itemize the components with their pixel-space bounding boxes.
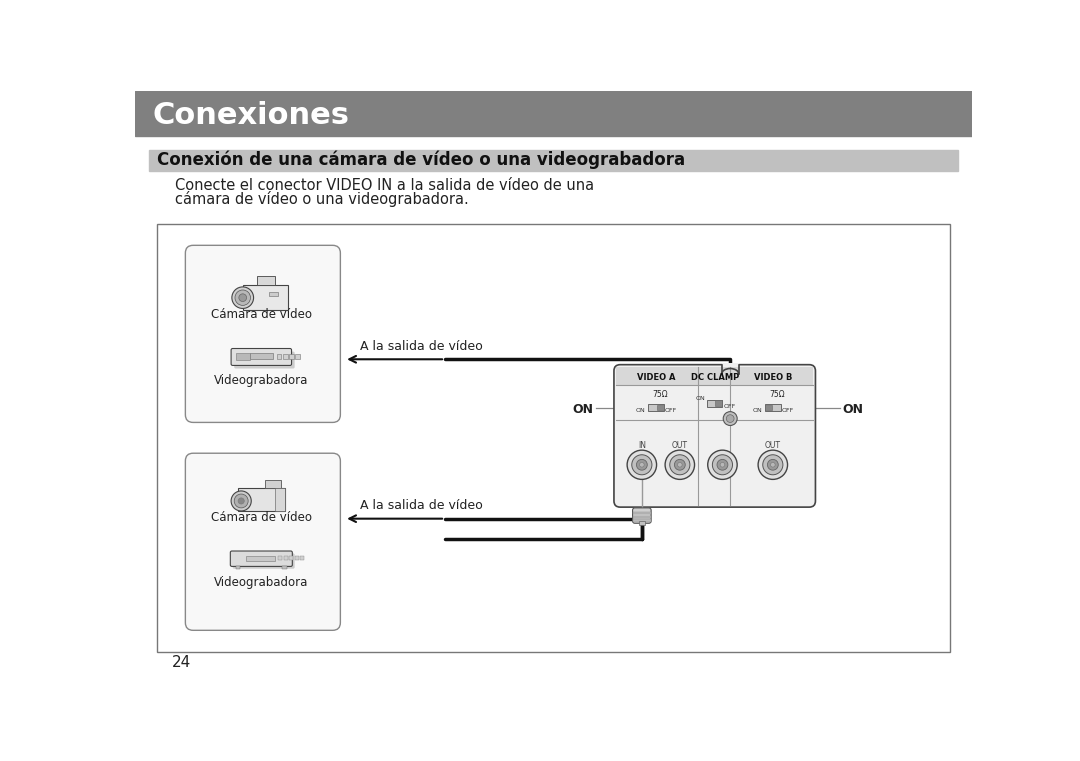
Bar xyxy=(235,566,241,569)
Bar xyxy=(707,400,723,406)
Text: Conecte el conector VIDEO IN a la salida de vídeo de una: Conecte el conector VIDEO IN a la salida… xyxy=(175,178,594,193)
Circle shape xyxy=(713,455,732,475)
Bar xyxy=(282,566,287,569)
Bar xyxy=(617,367,813,386)
Circle shape xyxy=(636,460,647,470)
Text: Conexión de una cámara de vídeo o una videograbadora: Conexión de una cámara de vídeo o una vi… xyxy=(157,151,685,169)
Bar xyxy=(295,556,298,560)
Circle shape xyxy=(762,455,783,475)
Text: ON: ON xyxy=(635,408,645,412)
Bar xyxy=(721,363,739,374)
Circle shape xyxy=(639,463,644,467)
Circle shape xyxy=(239,294,246,301)
Bar xyxy=(149,150,958,171)
Bar xyxy=(633,511,651,514)
Circle shape xyxy=(670,455,690,475)
Bar xyxy=(283,354,287,359)
FancyBboxPatch shape xyxy=(633,508,651,524)
Text: OUT: OUT xyxy=(765,441,781,450)
Text: Videograbadora: Videograbadora xyxy=(214,374,309,387)
Circle shape xyxy=(727,415,734,422)
Circle shape xyxy=(707,451,738,479)
FancyBboxPatch shape xyxy=(186,245,340,422)
Bar xyxy=(284,556,287,560)
Text: Cámara de vídeo: Cámara de vídeo xyxy=(211,511,312,524)
Bar xyxy=(638,521,645,525)
Text: ON: ON xyxy=(696,396,705,401)
Bar xyxy=(765,404,781,411)
Bar xyxy=(246,556,275,561)
Text: A la salida de vídeo: A la salida de vídeo xyxy=(360,340,483,353)
FancyBboxPatch shape xyxy=(234,352,295,368)
Circle shape xyxy=(758,451,787,479)
Circle shape xyxy=(665,451,694,479)
FancyBboxPatch shape xyxy=(613,365,815,507)
Bar xyxy=(300,556,303,560)
Text: Conexiones: Conexiones xyxy=(152,100,349,129)
Text: ON: ON xyxy=(753,408,762,412)
Bar xyxy=(249,353,273,359)
Bar xyxy=(275,488,284,511)
Text: ON: ON xyxy=(842,403,864,416)
Text: A la salida de vídeo: A la salida de vídeo xyxy=(360,499,483,512)
Bar xyxy=(648,404,663,411)
Text: VIDEO B: VIDEO B xyxy=(754,373,792,382)
FancyBboxPatch shape xyxy=(186,454,340,630)
Bar xyxy=(266,480,281,488)
Circle shape xyxy=(724,412,738,425)
Bar xyxy=(238,488,284,511)
Bar xyxy=(765,405,772,410)
Bar xyxy=(279,556,282,560)
Circle shape xyxy=(235,290,251,305)
Bar xyxy=(715,400,723,406)
Bar xyxy=(135,91,972,136)
Bar xyxy=(296,354,300,359)
Circle shape xyxy=(720,463,725,467)
Circle shape xyxy=(238,498,244,504)
Circle shape xyxy=(768,460,779,470)
Bar xyxy=(235,353,249,360)
Circle shape xyxy=(232,287,254,308)
Text: OUT: OUT xyxy=(672,441,688,450)
Circle shape xyxy=(717,460,728,470)
Text: OFF: OFF xyxy=(665,408,677,412)
Text: Videograbadora: Videograbadora xyxy=(214,575,309,589)
FancyBboxPatch shape xyxy=(230,551,293,566)
Bar xyxy=(289,556,293,560)
FancyBboxPatch shape xyxy=(232,553,295,568)
Circle shape xyxy=(234,494,248,508)
Bar xyxy=(157,224,950,652)
Circle shape xyxy=(674,460,685,470)
Text: Cámara de vídeo: Cámara de vídeo xyxy=(211,308,312,321)
Text: 24: 24 xyxy=(172,655,191,670)
FancyBboxPatch shape xyxy=(231,349,292,365)
Text: cámara de vídeo o una videograbadora.: cámara de vídeo o una videograbadora. xyxy=(175,191,469,207)
Circle shape xyxy=(231,491,252,511)
Text: OFF: OFF xyxy=(724,404,737,409)
Text: OFF: OFF xyxy=(782,408,795,412)
Bar xyxy=(243,285,287,310)
Text: ON: ON xyxy=(572,403,594,416)
Circle shape xyxy=(632,455,652,475)
Bar xyxy=(269,291,279,296)
Circle shape xyxy=(627,451,657,479)
Bar xyxy=(657,405,663,410)
Text: IN: IN xyxy=(638,441,646,450)
Circle shape xyxy=(677,463,683,467)
Text: VIDEO A: VIDEO A xyxy=(636,373,675,382)
Bar xyxy=(289,354,294,359)
Text: 75Ω: 75Ω xyxy=(652,390,667,399)
Bar xyxy=(276,354,282,359)
Circle shape xyxy=(770,463,775,467)
Text: 75Ω: 75Ω xyxy=(769,390,784,399)
Bar xyxy=(633,520,651,522)
Bar xyxy=(257,276,274,285)
Text: DC CLAMP: DC CLAMP xyxy=(690,373,739,382)
Bar xyxy=(633,516,651,518)
